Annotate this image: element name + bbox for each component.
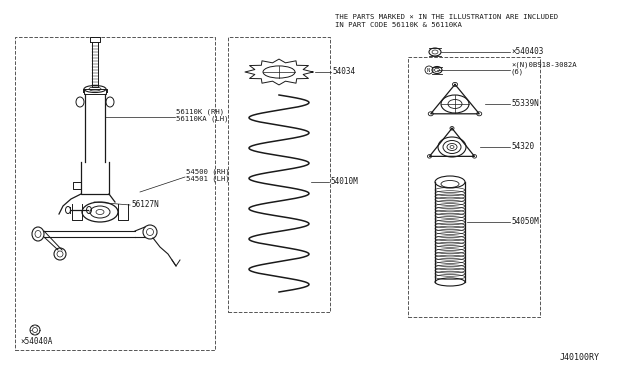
Text: J40100RY: J40100RY (560, 353, 600, 362)
Text: 54320: 54320 (511, 141, 534, 151)
Text: 54034: 54034 (332, 67, 355, 76)
Text: 56127N: 56127N (131, 199, 159, 208)
Text: IN PART CODE 56110K & 56110KA: IN PART CODE 56110K & 56110KA (335, 22, 462, 28)
Text: 54010M: 54010M (330, 176, 358, 186)
Text: THE PARTS MARKED × IN THE ILLUSTRATION ARE INCLUDED: THE PARTS MARKED × IN THE ILLUSTRATION A… (335, 14, 558, 20)
Text: 54050M: 54050M (511, 217, 539, 225)
Text: 55339N: 55339N (511, 99, 539, 108)
Text: ×540403: ×540403 (511, 46, 543, 55)
Text: 56110K (RH)
56110KA (LH): 56110K (RH) 56110KA (LH) (176, 108, 228, 122)
Text: N: N (426, 67, 429, 73)
Text: ×(N)0B918-3082A
(6): ×(N)0B918-3082A (6) (511, 61, 577, 75)
Text: ×54040A: ×54040A (20, 337, 52, 346)
Text: 54500 (RH)
54501 (LH): 54500 (RH) 54501 (LH) (186, 168, 230, 182)
